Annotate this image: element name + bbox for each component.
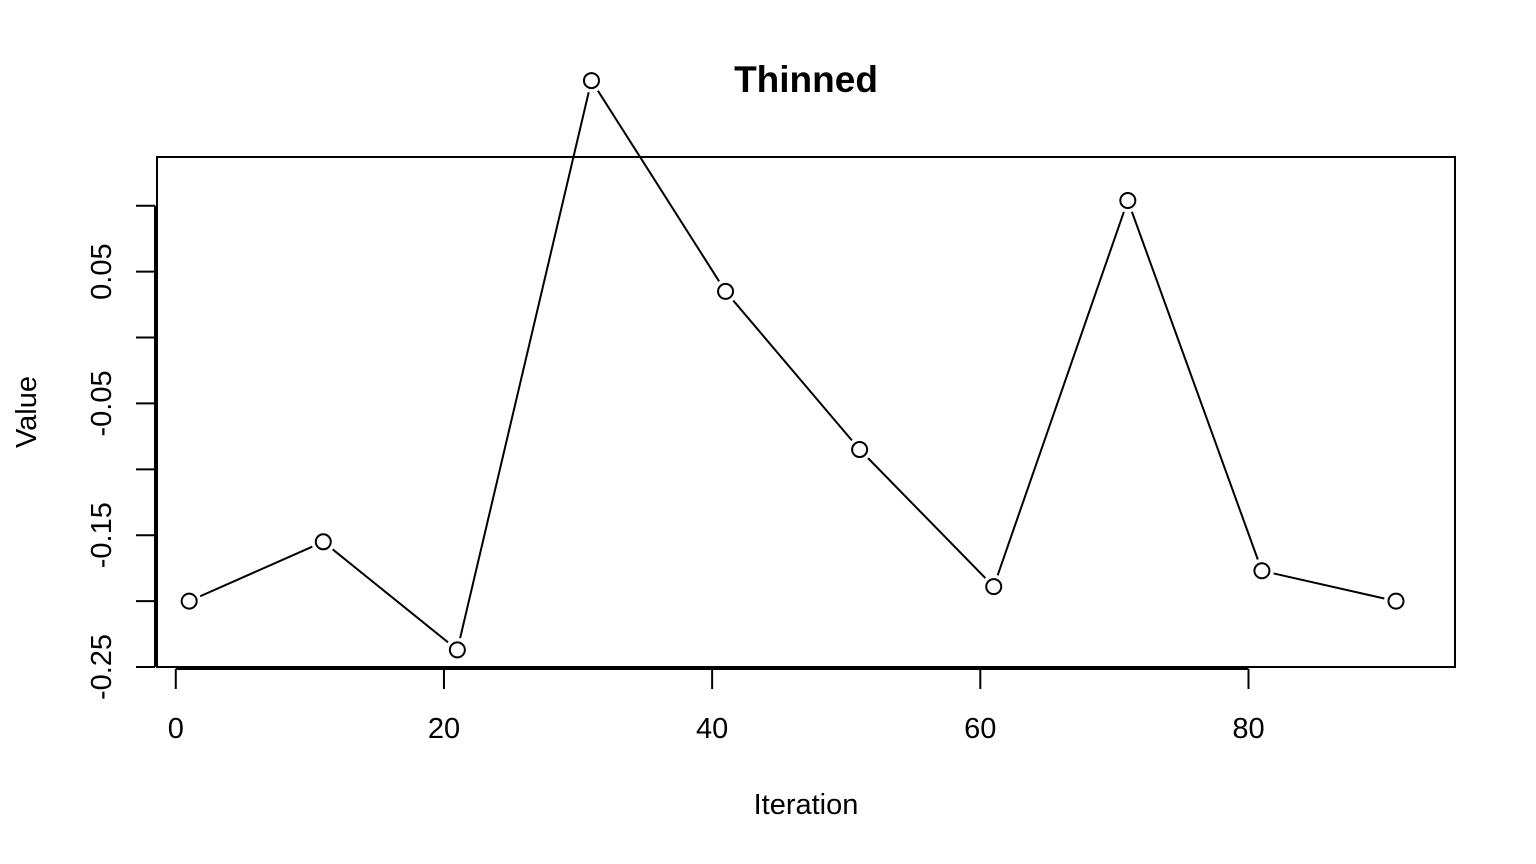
series-line-segment xyxy=(1273,572,1385,600)
y-tick-label: -0.15 xyxy=(86,502,118,568)
series-line-segment xyxy=(732,299,853,442)
x-axis: 0 20 40 60 80 xyxy=(168,668,1265,745)
series-line-segment xyxy=(1130,211,1259,560)
series-line-segment xyxy=(199,545,313,598)
data-point xyxy=(448,641,466,659)
data-point xyxy=(314,533,332,551)
y-tick-label: -0.05 xyxy=(86,370,118,436)
data-point xyxy=(1119,191,1137,209)
data-point xyxy=(1253,562,1271,580)
data-point xyxy=(985,578,1003,596)
series-line-segment xyxy=(597,90,720,282)
x-tick-label: 60 xyxy=(964,713,996,745)
series-line-segment xyxy=(996,211,1125,576)
series-line-segment xyxy=(867,457,987,579)
series-line-segment xyxy=(459,92,590,639)
y-tick-label: 0.05 xyxy=(86,243,118,299)
plot-frame xyxy=(156,156,1456,668)
y-axis-label: Value xyxy=(11,376,43,448)
series-line xyxy=(199,90,1385,644)
data-point xyxy=(1387,592,1405,610)
x-tick-label: 20 xyxy=(428,713,460,745)
data-point xyxy=(582,72,600,90)
chart-title: Thinned xyxy=(734,59,878,100)
x-tick-label: 80 xyxy=(1232,713,1264,745)
series-line-segment xyxy=(331,548,449,644)
x-tick-label: 0 xyxy=(168,713,184,745)
series-points xyxy=(180,72,1405,659)
y-tick-label: -0.25 xyxy=(86,634,118,700)
data-point xyxy=(717,282,735,300)
data-point xyxy=(851,441,869,459)
x-tick-label: 40 xyxy=(696,713,728,745)
y-axis: -0.25 -0.15 -0.05 0.05 xyxy=(86,204,156,700)
data-point xyxy=(180,592,198,610)
x-axis-label: Iteration xyxy=(754,789,859,821)
